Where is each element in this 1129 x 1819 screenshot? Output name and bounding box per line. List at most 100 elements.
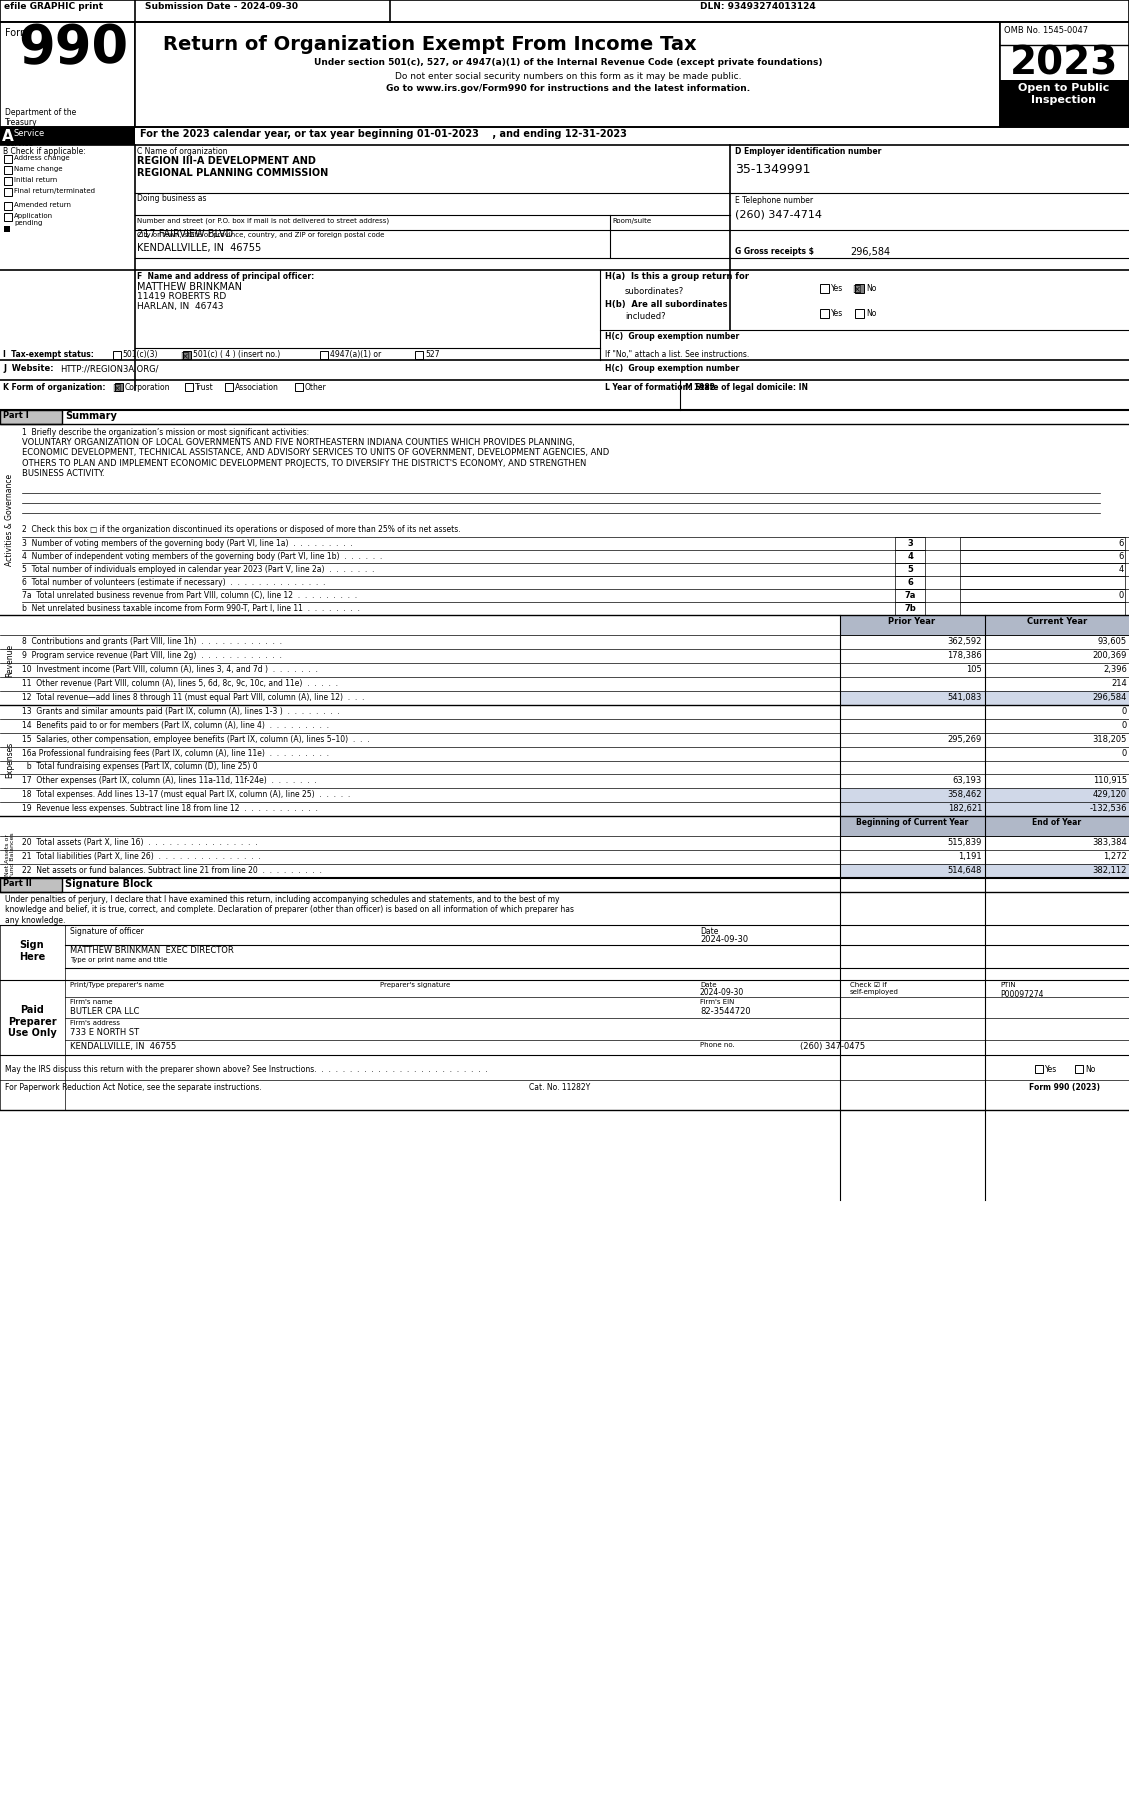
Text: 15  Salaries, other compensation, employee benefits (Part IX, column (A), lines : 15 Salaries, other compensation, employe… xyxy=(21,735,369,744)
Text: 11419 ROBERTS RD: 11419 ROBERTS RD xyxy=(137,293,226,300)
Text: 178,386: 178,386 xyxy=(947,651,982,660)
Text: 22  Net assets or fund balances. Subtract line 21 from line 20  .  .  .  .  .  .: 22 Net assets or fund balances. Subtract… xyxy=(21,866,322,875)
Text: K Form of organization:: K Form of organization: xyxy=(3,384,105,393)
Text: 527: 527 xyxy=(425,349,439,358)
Text: Initial return: Initial return xyxy=(14,176,58,184)
Bar xyxy=(895,564,925,577)
Bar xyxy=(320,351,329,358)
Bar xyxy=(0,879,62,891)
Text: PTIN: PTIN xyxy=(1000,982,1016,988)
Bar xyxy=(185,384,193,391)
Text: L Year of formation: 1982: L Year of formation: 1982 xyxy=(605,384,715,393)
Bar xyxy=(820,284,829,293)
Bar xyxy=(183,351,191,358)
Bar xyxy=(113,351,121,358)
Text: Doing business as: Doing business as xyxy=(137,195,207,204)
Text: Net Assets or
Fund Balances: Net Assets or Fund Balances xyxy=(5,831,16,879)
Text: KENDALLVILLE, IN  46755: KENDALLVILLE, IN 46755 xyxy=(137,244,261,253)
Text: For Paperwork Reduction Act Notice, see the separate instructions.: For Paperwork Reduction Act Notice, see … xyxy=(5,1082,262,1091)
Text: 296,584: 296,584 xyxy=(1093,693,1127,702)
Text: Corporation: Corporation xyxy=(125,384,170,393)
Text: 0: 0 xyxy=(1122,720,1127,729)
Text: P00097274: P00097274 xyxy=(1000,990,1043,999)
Text: 4: 4 xyxy=(907,551,913,560)
Text: 14  Benefits paid to or for members (Part IX, column (A), line 4)  .  .  .  .  .: 14 Benefits paid to or for members (Part… xyxy=(21,720,329,729)
Bar xyxy=(1035,1064,1043,1073)
Bar xyxy=(895,577,925,589)
Bar xyxy=(5,166,12,175)
Text: No: No xyxy=(866,284,876,293)
Bar xyxy=(1075,1064,1083,1073)
Bar xyxy=(225,384,233,391)
Bar xyxy=(0,409,62,424)
Text: If "No," attach a list. See instructions.: If "No," attach a list. See instructions… xyxy=(605,349,750,358)
Text: Part I: Part I xyxy=(3,411,28,420)
Text: End of Year: End of Year xyxy=(1032,819,1082,828)
Text: Amended return: Amended return xyxy=(14,202,71,207)
Bar xyxy=(984,864,1129,879)
Text: Do not enter social security numbers on this form as it may be made public.: Do not enter social security numbers on … xyxy=(395,73,742,82)
Text: 16a Professional fundraising fees (Part IX, column (A), line 11e)  .  .  .  .  .: 16a Professional fundraising fees (Part … xyxy=(21,749,329,759)
Text: Other: Other xyxy=(305,384,326,393)
Text: Signature Block: Signature Block xyxy=(65,879,152,889)
Bar xyxy=(0,0,1129,22)
Bar xyxy=(984,802,1129,817)
Bar xyxy=(840,864,984,879)
Text: 514,648: 514,648 xyxy=(947,866,982,875)
Text: HTTP://REGION3A.ORG/: HTTP://REGION3A.ORG/ xyxy=(60,364,158,373)
Text: Yes: Yes xyxy=(831,309,843,318)
Text: Service: Service xyxy=(14,129,45,138)
Bar xyxy=(5,202,12,209)
Text: Under section 501(c), 527, or 4947(a)(1) of the Internal Revenue Code (except pr: Under section 501(c), 527, or 4947(a)(1)… xyxy=(314,58,822,67)
Text: Firm's name: Firm's name xyxy=(70,999,113,1006)
Bar xyxy=(5,155,12,164)
Text: ☒: ☒ xyxy=(112,384,121,395)
Bar xyxy=(5,187,12,196)
Text: 21  Total liabilities (Part X, line 26)  .  .  .  .  .  .  .  .  .  .  .  .  .  : 21 Total liabilities (Part X, line 26) .… xyxy=(21,851,261,860)
Text: May the IRS discuss this return with the preparer shown above? See Instructions.: May the IRS discuss this return with the… xyxy=(5,1064,488,1073)
Text: 110,915: 110,915 xyxy=(1093,777,1127,786)
Text: 10  Investment income (Part VIII, column (A), lines 3, 4, and 7d )  .  .  .  .  : 10 Investment income (Part VIII, column … xyxy=(21,666,318,675)
Text: No: No xyxy=(1085,1064,1095,1073)
Text: ☒: ☒ xyxy=(180,353,189,362)
Text: OMB No. 1545-0047: OMB No. 1545-0047 xyxy=(1004,25,1088,35)
Text: 383,384: 383,384 xyxy=(1092,839,1127,848)
Text: 3  Number of voting members of the governing body (Part VI, line 1a)  .  .  .  .: 3 Number of voting members of the govern… xyxy=(21,538,352,548)
Text: Date: Date xyxy=(700,928,718,937)
Text: 501(c) ( 4 ) (insert no.): 501(c) ( 4 ) (insert no.) xyxy=(193,349,280,358)
Text: 515,839: 515,839 xyxy=(947,839,982,848)
Text: 63,193: 63,193 xyxy=(953,777,982,786)
Text: A: A xyxy=(2,129,14,144)
Text: Number and street (or P.O. box if mail is not delivered to street address): Number and street (or P.O. box if mail i… xyxy=(137,218,390,224)
Text: Phone no.: Phone no. xyxy=(700,1042,735,1048)
Text: Go to www.irs.gov/Form990 for instructions and the latest information.: Go to www.irs.gov/Form990 for instructio… xyxy=(386,84,750,93)
Text: J  Website:: J Website: xyxy=(3,364,53,373)
Bar xyxy=(960,564,1124,577)
Text: Signature of officer: Signature of officer xyxy=(70,928,143,937)
Text: 105: 105 xyxy=(966,666,982,675)
Text: -132,536: -132,536 xyxy=(1089,804,1127,813)
Bar xyxy=(960,602,1124,615)
Bar xyxy=(855,284,864,293)
Text: Department of the
Treasury
Internal Revenue
Service: Department of the Treasury Internal Reve… xyxy=(5,107,77,147)
Bar xyxy=(295,384,303,391)
Text: 296,584: 296,584 xyxy=(850,247,890,256)
Bar xyxy=(115,384,123,391)
Text: Beginning of Current Year: Beginning of Current Year xyxy=(856,819,969,828)
Text: Summary: Summary xyxy=(65,411,117,420)
Text: 295,269: 295,269 xyxy=(947,735,982,744)
Text: 17  Other expenses (Part IX, column (A), lines 11a-11d, 11f-24e)  .  .  .  .  . : 17 Other expenses (Part IX, column (A), … xyxy=(21,777,316,786)
Bar xyxy=(0,926,65,980)
Text: 358,462: 358,462 xyxy=(947,789,982,799)
Text: 6: 6 xyxy=(1119,551,1124,560)
Text: 200,369: 200,369 xyxy=(1093,651,1127,660)
Text: efile GRAPHIC print: efile GRAPHIC print xyxy=(5,2,103,11)
Text: 2,396: 2,396 xyxy=(1103,666,1127,675)
Text: 0: 0 xyxy=(1119,591,1124,600)
Text: Room/suite: Room/suite xyxy=(612,218,651,224)
Text: 5  Total number of individuals employed in calendar year 2023 (Part V, line 2a) : 5 Total number of individuals employed i… xyxy=(21,566,375,575)
Text: 4: 4 xyxy=(1119,566,1124,575)
Text: 182,621: 182,621 xyxy=(947,804,982,813)
Text: Form: Form xyxy=(5,27,29,38)
Text: 501(c)(3): 501(c)(3) xyxy=(122,349,158,358)
